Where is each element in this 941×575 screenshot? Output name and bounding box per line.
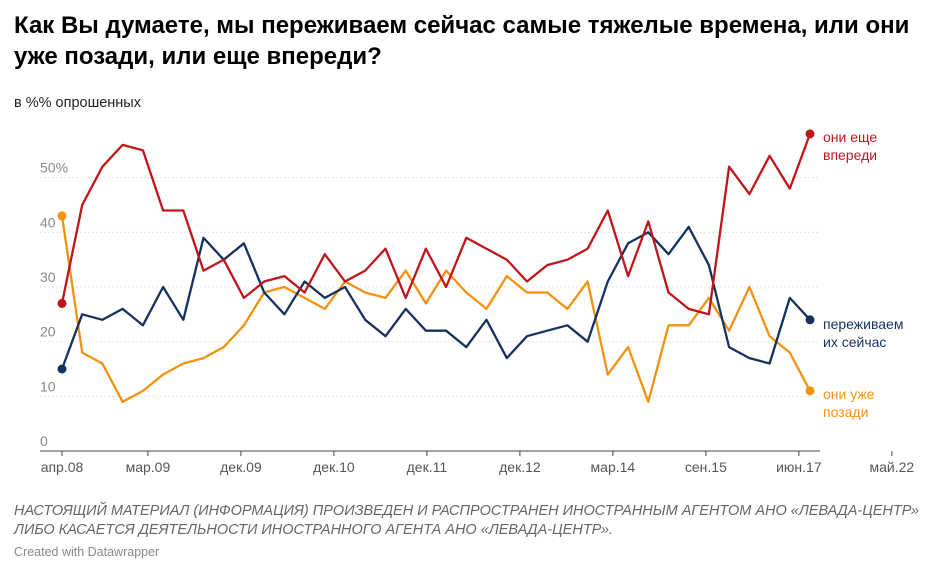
series-line-now: [60, 225, 812, 371]
x-tick-label: мар.14: [591, 459, 636, 475]
x-tick-label: мар.09: [126, 459, 171, 475]
line-chart: 0 10 20 30 40 50% апр.08 мар.09 дек.09 дек.10 дек…: [40, 129, 915, 475]
y-tick-label: 40: [40, 214, 56, 230]
x-tick-label: дек.11: [407, 459, 448, 475]
series-label-now: их сейчас: [823, 334, 886, 350]
x-tick-label: сен.15: [685, 459, 727, 475]
x-tick-label: дек.10: [313, 459, 355, 475]
x-tick-label: дек.12: [499, 459, 541, 475]
x-tick-label: июн.17: [776, 459, 822, 475]
series-line-ahead: [60, 132, 812, 316]
series-label-now: переживаем: [823, 316, 903, 332]
series-label-past: позади: [823, 404, 868, 420]
y-tick-label: 0: [40, 433, 48, 449]
foreign-agent-notice: НАСТОЯЩИЙ МАТЕРИАЛ (ИНФОРМАЦИЯ) ПРОИЗВЕД…: [14, 503, 919, 538]
series-label-ahead: они еще: [823, 129, 877, 145]
datawrapper-credit: Created with Datawrapper: [14, 545, 160, 559]
data-point-now: [57, 364, 67, 374]
series-line-past: [60, 214, 812, 403]
x-tick-label: апр.08: [41, 459, 84, 475]
data-point-ahead: [57, 298, 67, 308]
y-tick-label: 30: [40, 269, 56, 285]
data-point-past: [57, 211, 67, 221]
series-label-past: они уже: [823, 386, 875, 402]
chart-subtitle: в %% опрошенных: [14, 95, 141, 111]
y-tick-label: 20: [40, 324, 56, 340]
x-axis: апр.08 мар.09 дек.09 дек.10 дек.11 дек.12 мар.…: [41, 451, 915, 475]
data-point-ahead: [805, 129, 815, 139]
series-lines: [57, 129, 815, 403]
x-tick-label: май.22: [870, 459, 915, 475]
grid-lines: 0 10 20 30 40 50%: [40, 160, 820, 452]
chart-title: Как Вы думаете, мы переживаем сейчас сам…: [14, 12, 910, 70]
y-tick-label: 50%: [40, 160, 68, 176]
series-label-ahead: впереди: [823, 147, 877, 163]
y-tick-label: 10: [40, 378, 56, 394]
data-point-now: [805, 315, 815, 325]
series-labels: они еще впереди переживаем их сейчас они уже…: [823, 129, 903, 420]
data-point-past: [805, 386, 815, 396]
x-tick-label: дек.09: [220, 459, 262, 475]
